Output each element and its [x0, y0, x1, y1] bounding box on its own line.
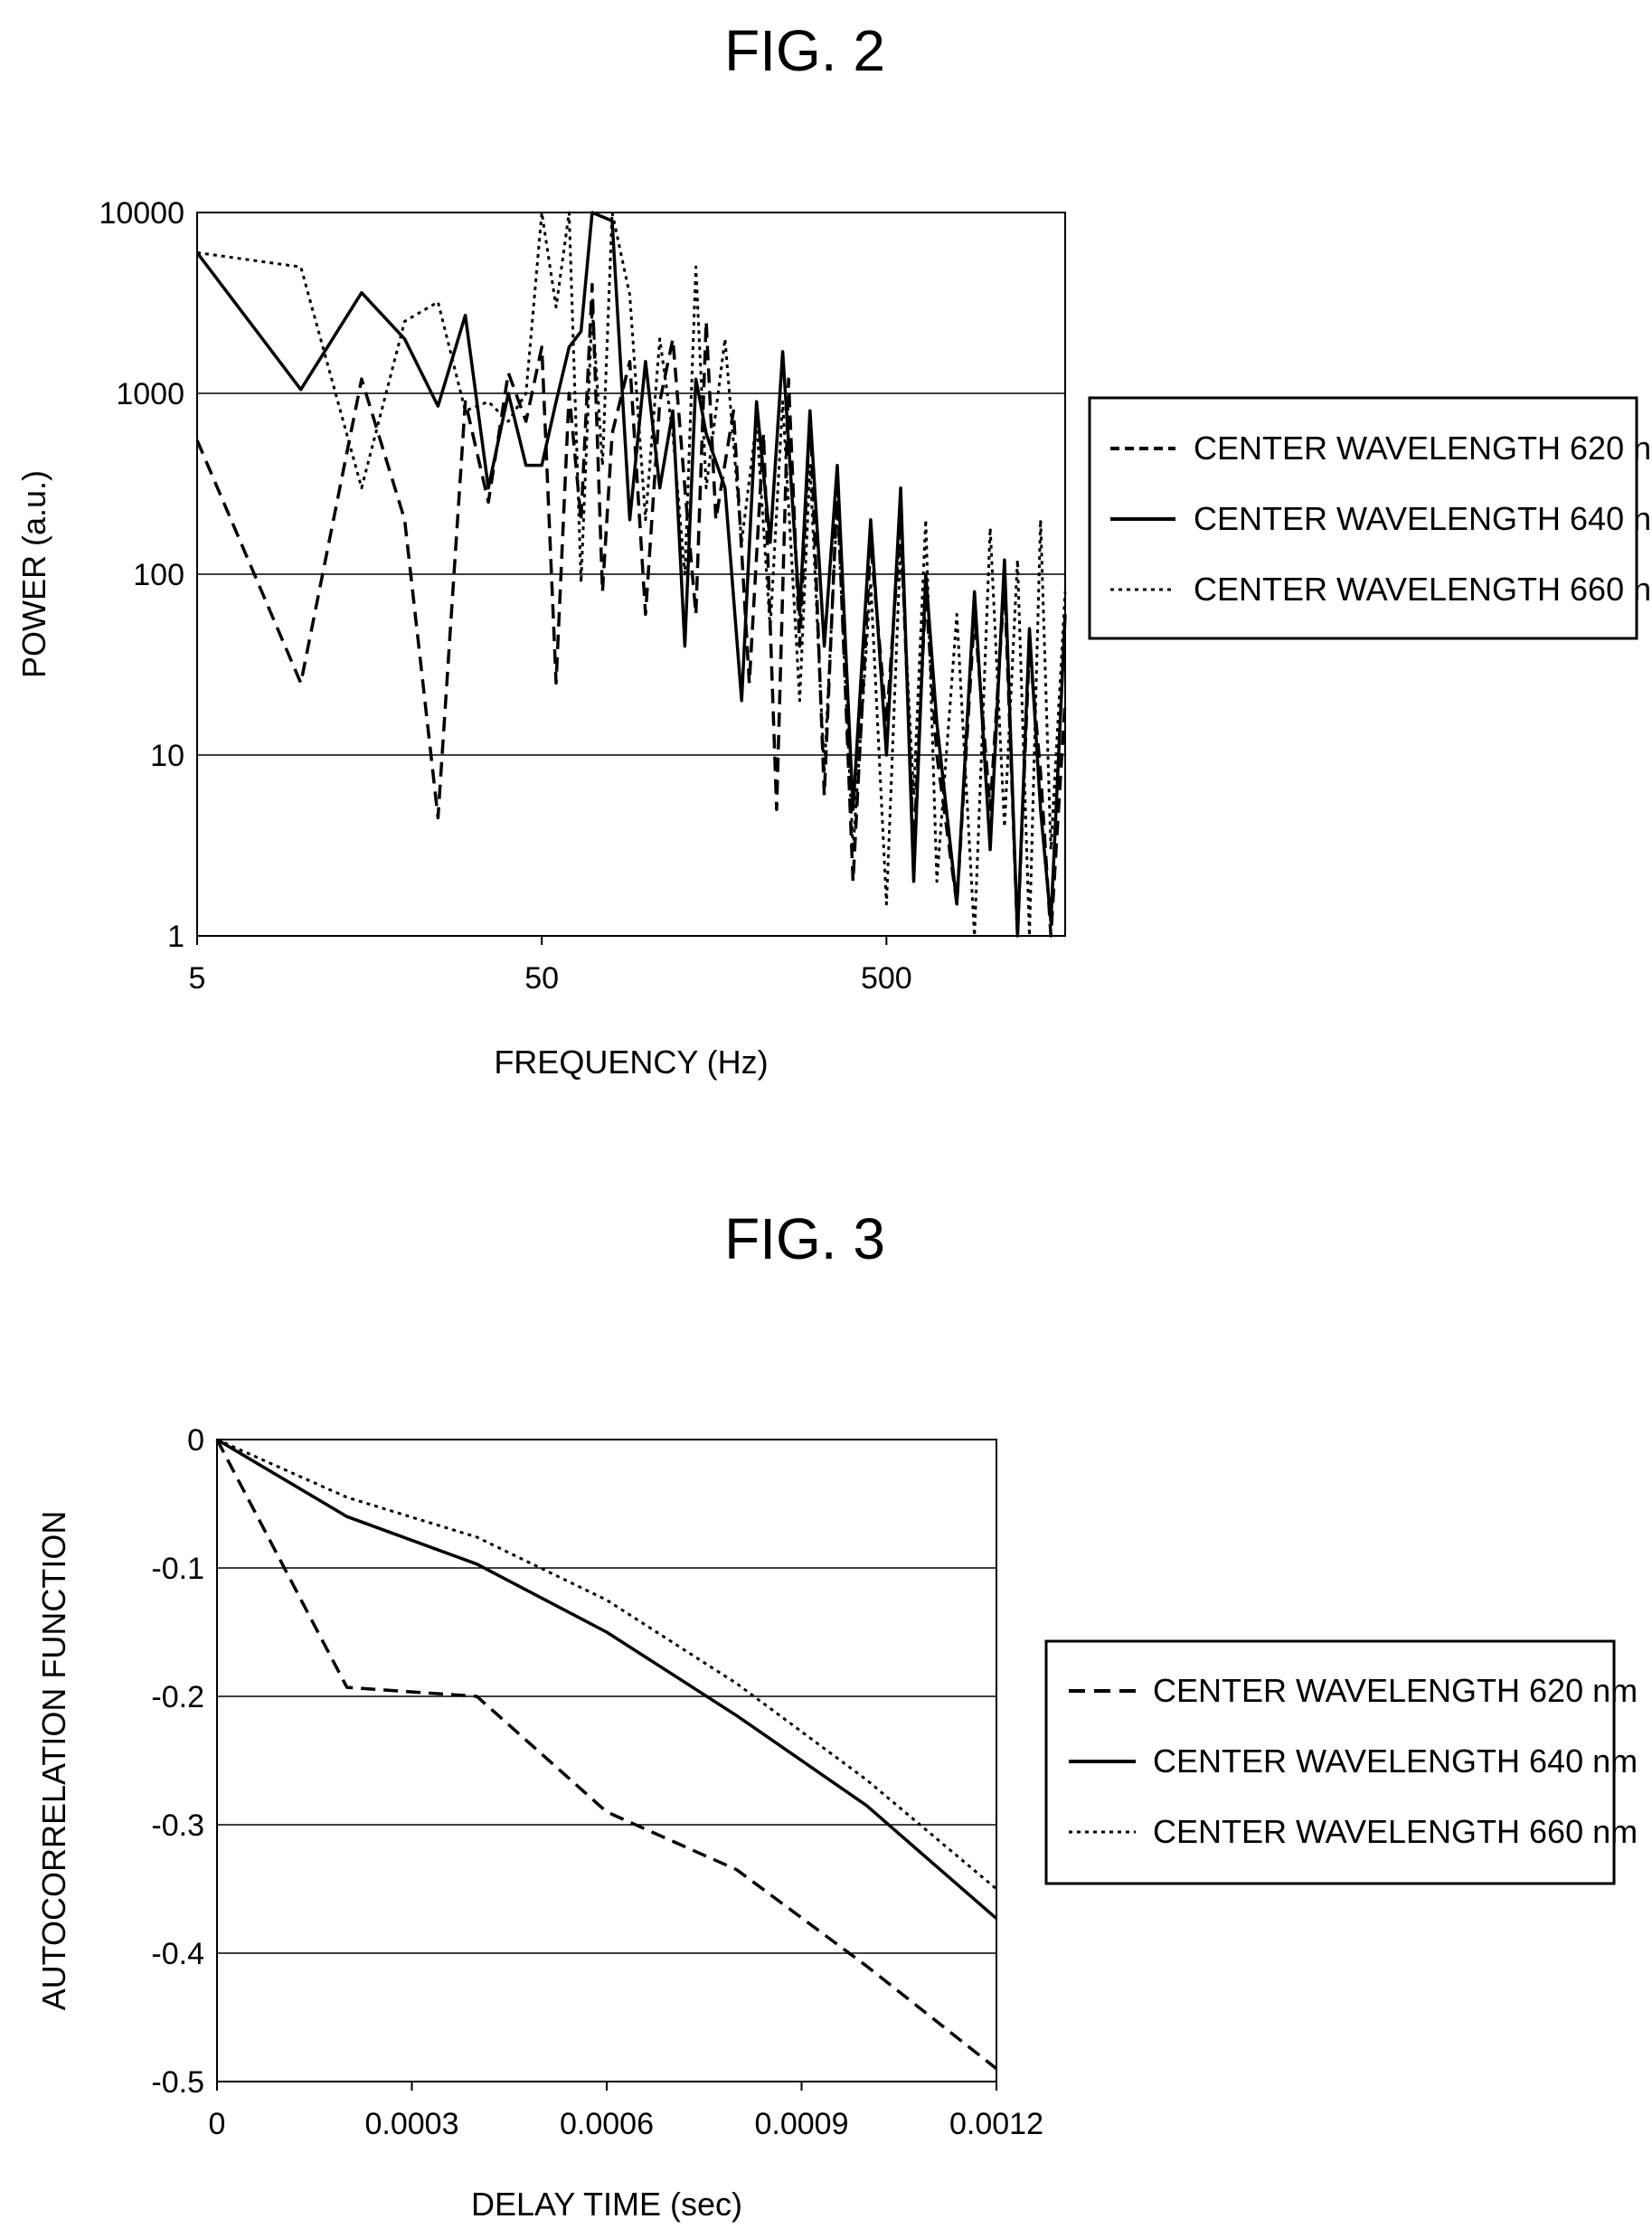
- fig2-legend: CENTER WAVELENGTH 620 nm CENTER WAVELENG…: [1088, 396, 1652, 640]
- fig3-gridlines: [217, 1439, 996, 2082]
- y-tick-label: -0.3: [151, 1808, 204, 1843]
- fig3-legend: CENTER WAVELENGTH 620 nm CENTER WAVELENG…: [1044, 1639, 1638, 1885]
- series-line-center-wavelength-660-nm: [196, 211, 1067, 938]
- fig2-legend-box: [1088, 396, 1638, 640]
- x-tick-label: 0: [209, 2107, 226, 2141]
- y-tick-label: 10000: [99, 196, 184, 231]
- y-tick-label: -0.5: [151, 2065, 204, 2100]
- fig3-series-group: [215, 1438, 998, 2071]
- fig3-title: FIG. 3: [724, 1206, 885, 1271]
- fig3-y-tick-labels: 0 -0.1 -0.2 -0.3 -0.4 -0.5: [151, 1423, 204, 2100]
- series-line-center-wavelength-640-nm: [195, 211, 1067, 938]
- fig2-title: FIG. 2: [724, 18, 885, 83]
- y-tick-label: 1000: [116, 377, 184, 411]
- fig3-legend-label-660: CENTER WAVELENGTH 660 nm: [1153, 1813, 1638, 1850]
- y-tick-label: -0.2: [151, 1680, 204, 1714]
- y-tick-label: -0.1: [151, 1552, 204, 1586]
- fig3-legend-label-640: CENTER WAVELENGTH 640 nm: [1153, 1742, 1638, 1780]
- fig3-x-axis-label: DELAY TIME (sec): [471, 2186, 742, 2223]
- fig2-legend-label-640: CENTER WAVELENGTH 640 nm: [1194, 500, 1652, 537]
- x-tick-label: 0.0012: [949, 2107, 1043, 2141]
- fig2-gridlines: [197, 212, 1065, 937]
- series-line-center-wavelength-620-nm: [215, 1439, 998, 2071]
- fig3-legend-box: [1044, 1639, 1616, 1885]
- y-tick-label: 100: [133, 558, 184, 592]
- x-tick-label: 50: [524, 961, 559, 996]
- y-tick-label: 1: [167, 920, 184, 954]
- series-line-center-wavelength-640-nm: [216, 1438, 998, 1921]
- fig2-x-tick-labels: 5 50 500: [189, 936, 912, 996]
- x-tick-label: 0.0003: [365, 2107, 459, 2141]
- fig3-y-axis-label: AUTOCORRELATION FUNCTION: [35, 1511, 72, 2011]
- fig2-chart: FIG. 2 10000 1000 100 10 1 5 50 500 FREQUENCY …: [15, 18, 1652, 1081]
- y-tick-label: -0.4: [151, 1937, 204, 1971]
- fig2-y-axis-label: POWER (a.u.): [15, 470, 52, 678]
- fig2-series-group: [195, 211, 1067, 938]
- fig2-plot-frame: [196, 212, 1066, 937]
- fig3-plot-frame: [216, 1439, 997, 2082]
- y-tick-label: 0: [187, 1423, 204, 1458]
- x-tick-label: 0.0006: [560, 2107, 654, 2141]
- fig2-x-axis-label: FREQUENCY (Hz): [494, 1043, 768, 1081]
- fig2-y-tick-labels: 10000 1000 100 10 1: [99, 196, 184, 954]
- x-tick-label: 0.0009: [755, 2107, 849, 2141]
- x-tick-label: 5: [189, 961, 206, 996]
- y-tick-label: 10: [150, 739, 184, 773]
- fig3-legend-label-620: CENTER WAVELENGTH 620 nm: [1153, 1672, 1638, 1709]
- fig2-legend-label-660: CENTER WAVELENGTH 660 nm: [1194, 571, 1652, 608]
- fig3-chart: FIG. 3 0 -0.1 -0.2 -0.3 -0.4 -0.5 0 0.0003 0.00…: [35, 1206, 1638, 2223]
- series-line-center-wavelength-620-nm: [195, 282, 1067, 938]
- fig2-legend-label-620: CENTER WAVELENGTH 620 nm: [1194, 430, 1652, 467]
- x-tick-label: 500: [861, 961, 912, 996]
- fig3-x-tick-labels: 0 0.0003 0.0006 0.0009 0.0012: [209, 2082, 1043, 2141]
